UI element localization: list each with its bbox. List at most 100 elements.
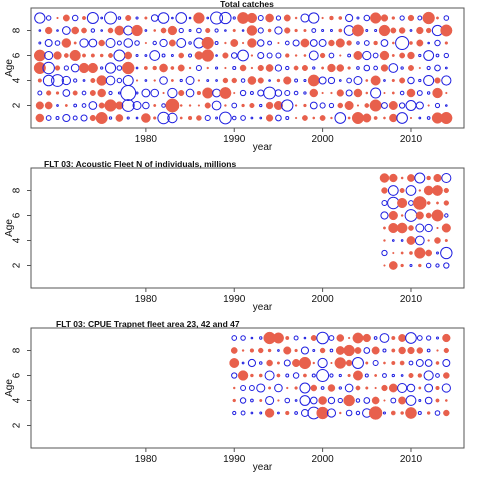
negative-residual-point [364,373,369,378]
y-tick-label: 6 [12,212,23,218]
negative-residual-point [416,335,423,341]
positive-residual-point [400,411,404,415]
positive-residual-point [408,225,414,231]
x-tick-label: 1990 [223,454,246,465]
positive-residual-point [391,54,395,57]
positive-residual-point [435,361,440,365]
positive-residual-point [259,398,263,403]
negative-residual-point [311,28,317,33]
negative-residual-point [356,41,360,45]
positive-residual-point [170,79,174,82]
negative-residual-point [105,75,116,86]
negative-residual-point [309,39,318,47]
positive-residual-point [35,101,44,110]
negative-residual-point [344,383,354,393]
positive-residual-point [73,41,77,45]
positive-residual-point [37,78,42,83]
negative-residual-point [370,87,382,99]
chart-title: FLT 03: Acoustic Fleet N of individuals,… [44,159,236,169]
negative-residual-point [239,89,247,97]
positive-residual-point [285,410,290,416]
negative-residual-point [414,235,425,246]
negative-residual-point [327,76,336,85]
positive-residual-point [398,27,406,34]
negative-residual-point [396,112,408,124]
plot-frame [30,7,465,129]
negative-residual-point [104,11,118,25]
negative-residual-point [363,347,371,354]
positive-residual-point [232,398,236,403]
negative-residual-point [414,172,426,184]
negative-residual-point [425,262,432,269]
positive-residual-point [382,226,386,230]
positive-residual-point [285,336,290,340]
negative-residual-point [135,66,139,70]
positive-residual-point [335,346,345,355]
positive-residual-point [398,334,407,342]
positive-residual-point [445,91,448,95]
positive-residual-point [250,373,254,378]
x-tick-label: 1980 [135,134,158,145]
positive-residual-point [392,251,395,255]
chart-title: Total catches [220,0,274,9]
negative-residual-point [435,336,439,340]
negative-residual-point [435,373,440,378]
positive-residual-point [365,386,369,390]
positive-residual-point [125,14,132,22]
negative-residual-point [434,39,441,47]
positive-residual-point [165,98,180,113]
positive-residual-point [434,237,441,244]
positive-residual-point [124,51,133,60]
positive-residual-point [267,28,272,33]
negative-residual-point [56,104,59,107]
negative-residual-point [417,410,422,416]
x-tick-label: 2010 [400,134,423,145]
positive-residual-point [416,347,424,354]
negative-residual-point [215,79,218,82]
negative-residual-point [347,53,352,58]
positive-residual-point [285,53,290,58]
negative-residual-point [144,54,148,57]
negative-residual-point [395,35,410,51]
positive-residual-point [53,51,62,60]
positive-residual-point [352,332,364,344]
positive-residual-point [399,187,405,194]
x-tick-label: 1980 [135,454,158,465]
x-tick-label: 1990 [223,294,246,305]
negative-residual-point [121,99,135,112]
negative-residual-point [175,12,188,24]
positive-residual-point [72,90,78,96]
negative-residual-point [157,111,170,125]
positive-residual-point [310,384,318,392]
positive-residual-point [379,50,390,61]
negative-residual-point [104,62,117,74]
negative-residual-point [345,89,353,97]
negative-residual-point [299,382,311,394]
positive-residual-point [391,348,396,353]
negative-residual-point [424,359,433,367]
positive-residual-point [197,104,200,107]
positive-residual-point [436,226,439,230]
negative-residual-point [285,373,290,378]
negative-residual-point [230,52,238,59]
negative-residual-point [144,29,148,32]
negative-residual-point [248,385,255,391]
negative-residual-point [300,409,309,417]
negative-residual-point [405,185,417,196]
positive-residual-point [64,104,68,107]
positive-residual-point [144,16,148,20]
positive-residual-point [201,36,214,50]
negative-residual-point [415,359,424,367]
negative-residual-point [444,66,448,70]
positive-residual-point [250,66,254,70]
negative-residual-point [373,65,378,71]
positive-residual-point [388,210,398,221]
positive-residual-point [303,103,307,108]
negative-residual-point [161,53,166,58]
negative-residual-point [372,52,379,59]
negative-residual-point [268,79,271,82]
negative-residual-point [363,397,371,404]
positive-residual-point [303,28,307,33]
positive-residual-point [276,361,280,365]
negative-residual-point [257,27,264,34]
